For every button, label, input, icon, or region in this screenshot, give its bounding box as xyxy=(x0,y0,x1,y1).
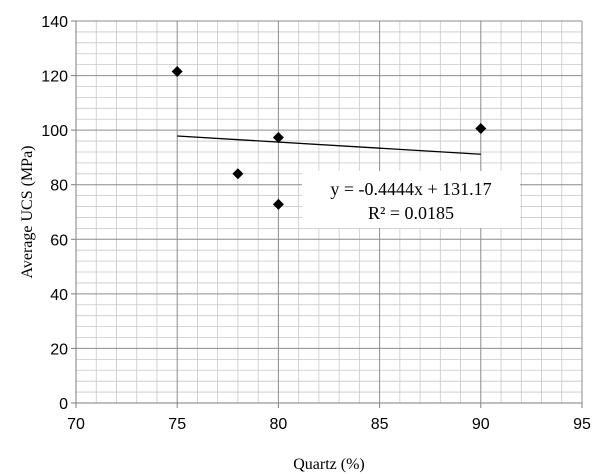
x-axis-title: Quartz (%) xyxy=(293,456,365,473)
axes xyxy=(71,20,583,408)
y-tick-labels: 0 20 40 60 80 100 120 140 xyxy=(41,14,68,413)
data-point xyxy=(272,132,284,144)
trendline xyxy=(177,135,481,155)
trendline-equation: y = -0.4444x + 131.17 xyxy=(330,179,491,199)
y-tick-label: 0 xyxy=(59,396,68,413)
x-tick-label: 90 xyxy=(472,416,490,433)
y-tick-label: 40 xyxy=(50,287,68,304)
y-axis-title: Average UCS (MPa) xyxy=(19,145,36,278)
data-point xyxy=(475,123,487,135)
x-tick-label: 70 xyxy=(67,416,85,433)
equation-box xyxy=(302,171,520,228)
x-tick-labels: 70 75 80 85 90 95 xyxy=(67,416,591,433)
data-point xyxy=(171,65,183,77)
x-tick-label: 75 xyxy=(168,416,186,433)
data-points xyxy=(171,65,487,210)
trendline-r-squared: R² = 0.0185 xyxy=(368,203,454,223)
y-tick-label: 60 xyxy=(50,232,68,249)
x-tick-label: 95 xyxy=(573,416,591,433)
x-tick-label: 80 xyxy=(270,416,288,433)
x-tick-label: 85 xyxy=(371,416,389,433)
data-point xyxy=(232,168,244,180)
y-tick-label: 120 xyxy=(41,69,68,86)
y-tick-label: 100 xyxy=(41,123,68,140)
y-tick-label: 80 xyxy=(50,178,68,195)
y-tick-label: 20 xyxy=(50,341,68,358)
trendline-layer xyxy=(177,135,481,155)
y-tick-label: 140 xyxy=(41,14,68,31)
major-gridlines xyxy=(75,20,583,404)
data-point xyxy=(272,198,284,210)
